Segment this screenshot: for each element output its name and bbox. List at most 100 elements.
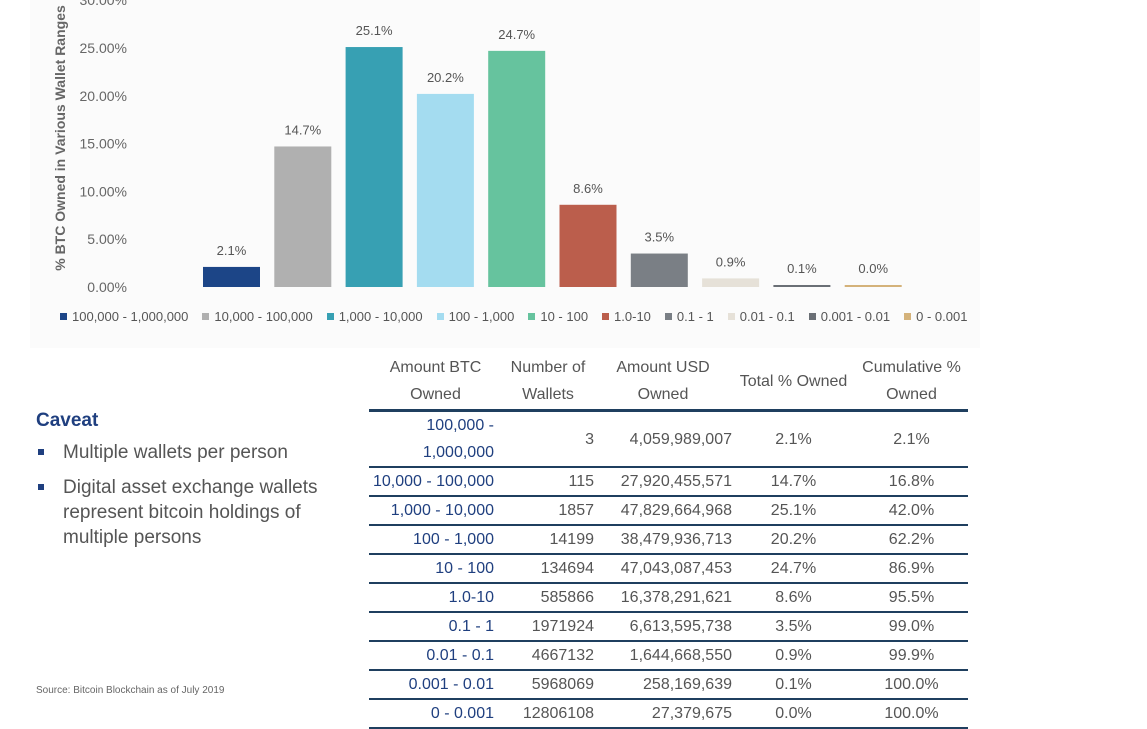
legend-swatch bbox=[664, 313, 672, 320]
legend-item: 10,000 - 100,000 bbox=[202, 309, 313, 324]
source-note: Source: Bitcoin Blockchain as of July 20… bbox=[36, 685, 225, 696]
data-label: 0.0% bbox=[858, 261, 888, 276]
legend-item: 100 - 1,000 bbox=[436, 309, 515, 324]
column-header: Amount BTC Owned bbox=[369, 353, 502, 412]
table-cell: 10,000 - 100,000 bbox=[369, 467, 502, 497]
table-cell: 0.1 - 1 bbox=[369, 612, 502, 642]
table-cell: 86.9% bbox=[854, 554, 968, 584]
table-cell: 27,379,675 bbox=[594, 699, 732, 729]
table-cell: 6,613,595,738 bbox=[594, 612, 732, 642]
y-tick-label: 10.00% bbox=[80, 183, 127, 199]
y-tick-label: 5.00% bbox=[87, 231, 127, 247]
table-cell: 4667132 bbox=[502, 641, 594, 671]
legend-swatch bbox=[326, 313, 334, 320]
legend-swatch bbox=[808, 313, 816, 320]
data-label: 25.1% bbox=[356, 23, 393, 38]
data-label: 20.2% bbox=[427, 70, 464, 85]
table-row: 0 - 0.001 12806108 27,379,675 0.0% 100.0% bbox=[369, 699, 968, 729]
table-row: 10 - 100 134694 47,043,087,453 24.7% 86.9% bbox=[369, 554, 968, 584]
bar bbox=[773, 285, 831, 287]
legend-label: 10 - 100 bbox=[540, 309, 589, 324]
data-label: 3.5% bbox=[644, 230, 674, 245]
legend-item: 1.0-10 bbox=[602, 309, 651, 324]
table-cell: 99.0% bbox=[854, 612, 968, 642]
legend-swatch bbox=[602, 313, 610, 320]
table-cell: 5968069 bbox=[502, 670, 594, 700]
column-header: Amount USD Owned bbox=[594, 353, 732, 412]
table-cell: 99.9% bbox=[854, 641, 968, 671]
table-cell: 8.6% bbox=[732, 583, 855, 613]
table-cell: 134694 bbox=[502, 554, 594, 584]
table-cell: 585866 bbox=[502, 583, 594, 613]
table-row: 1.0-10 585866 16,378,291,621 8.6% 95.5% bbox=[369, 583, 968, 613]
legend-item: 0.01 - 0.1 bbox=[727, 309, 795, 324]
y-tick-label: 20.00% bbox=[80, 88, 127, 104]
data-label: 0.1% bbox=[787, 261, 817, 276]
table-cell: 14.7% bbox=[732, 467, 855, 497]
table-cell: 12806108 bbox=[502, 699, 594, 729]
y-axis-label: % BTC Owned in Various Wallet Ranges bbox=[52, 5, 68, 271]
table-cell: 38,479,936,713 bbox=[594, 525, 732, 555]
table-cell: 4,059,989,007 bbox=[594, 410, 732, 468]
bar bbox=[559, 204, 617, 287]
table-cell: 20.2% bbox=[732, 525, 855, 555]
legend-item: 10 - 100 bbox=[528, 309, 588, 324]
y-tick-label: 25.00% bbox=[80, 40, 127, 56]
legend-item: 0 - 0.001 bbox=[904, 309, 967, 324]
bar bbox=[488, 50, 546, 288]
data-label: 14.7% bbox=[284, 122, 321, 137]
table-cell: 2.1% bbox=[854, 410, 968, 468]
legend-label: 100 - 1,000 bbox=[448, 309, 515, 324]
legend-swatch bbox=[904, 313, 912, 320]
legend-swatch bbox=[528, 313, 536, 320]
legend-item: 0.1 - 1 bbox=[664, 309, 714, 324]
table-cell: 25.1% bbox=[732, 496, 855, 526]
legend-label: 1.0-10 bbox=[614, 309, 651, 324]
table-cell: 0.0% bbox=[732, 699, 855, 729]
table-cell: 62.2% bbox=[854, 525, 968, 555]
table-cell: 100,000 - 1,000,000 bbox=[369, 410, 502, 468]
table-cell: 0.9% bbox=[732, 641, 855, 671]
column-header: Number of Wallets bbox=[502, 353, 594, 412]
data-label: 0.9% bbox=[716, 254, 746, 269]
bar bbox=[844, 285, 902, 287]
y-tick-label: 0.00% bbox=[87, 279, 127, 295]
legend-label: 0.001 - 0.01 bbox=[820, 309, 891, 324]
table-cell: 10 - 100 bbox=[369, 554, 502, 584]
table-cell: 1971924 bbox=[502, 612, 594, 642]
legend-label: 0.1 - 1 bbox=[676, 309, 714, 324]
table-row: 0.001 - 0.01 5968069 258,169,639 0.1% 100.0% bbox=[369, 670, 968, 700]
table-cell: 27,920,455,571 bbox=[594, 467, 732, 497]
bar bbox=[203, 266, 260, 287]
table-cell: 0 - 0.001 bbox=[369, 699, 502, 729]
table-cell: 0.1% bbox=[732, 670, 855, 700]
table-cell: 0.01 - 0.1 bbox=[369, 641, 502, 671]
bar bbox=[630, 253, 688, 287]
table-row: 100 - 1,000 14199 38,479,936,713 20.2% 62.2% bbox=[369, 525, 968, 555]
table-cell: 95.5% bbox=[854, 583, 968, 613]
table-cell: 2.1% bbox=[732, 410, 855, 468]
bar-chart: 0.00% 5.00% 10.00% 15.00% 20.00% 25.00% 30.00%… bbox=[80, 0, 902, 295]
table-cell: 1.0-10 bbox=[369, 583, 502, 613]
legend-swatch bbox=[727, 313, 735, 320]
legend-label: 10,000 - 100,000 bbox=[214, 309, 313, 324]
chart-legend: 100,000 - 1,000,000 10,000 - 100,000 1,000… bbox=[60, 309, 967, 324]
y-tick-label: 30.00% bbox=[80, 0, 127, 8]
table-cell: 3.5% bbox=[732, 612, 855, 642]
table-cell: 100.0% bbox=[854, 670, 968, 700]
table-cell: 1,644,668,550 bbox=[594, 641, 732, 671]
legend-swatch bbox=[436, 313, 444, 320]
column-header: Total % Owned bbox=[732, 353, 855, 412]
bar bbox=[702, 278, 760, 287]
table-cell: 1857 bbox=[502, 496, 594, 526]
legend-swatch bbox=[202, 313, 210, 320]
wallet-table: Amount BTC Owned Number of Wallets Amount US… bbox=[369, 353, 968, 729]
table-cell: 258,169,639 bbox=[594, 670, 732, 700]
legend-swatch bbox=[60, 313, 67, 320]
bar bbox=[274, 146, 332, 287]
bar bbox=[416, 93, 474, 287]
table-cell: 47,043,087,453 bbox=[594, 554, 732, 584]
caveat-item: Multiple wallets per person bbox=[36, 440, 366, 465]
table-row: 10,000 - 100,000 115 27,920,455,571 14.7% 16… bbox=[369, 467, 968, 497]
legend-label: 100,000 - 1,000,000 bbox=[72, 309, 189, 324]
